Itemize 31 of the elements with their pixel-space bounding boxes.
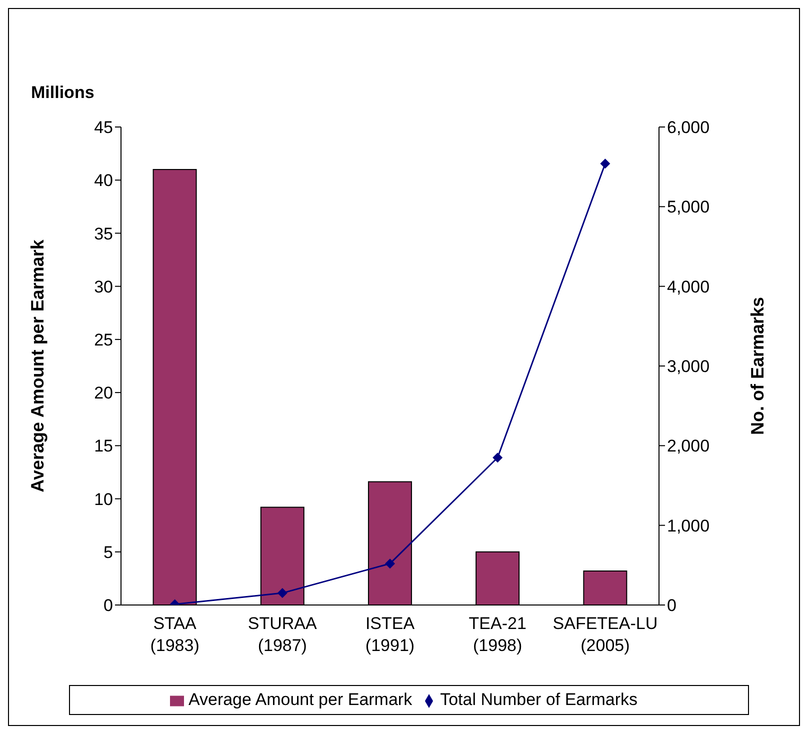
y-tick-label: 20 [94,384,113,403]
y2-tick-label: 2,000 [667,436,710,456]
y-tick-label: 35 [94,224,113,244]
point [492,452,503,463]
y2-axis-title: No. of Earmarks [747,296,768,436]
y2-tick-label: 0 [667,596,676,616]
y2-tick-label: 5,000 [667,198,710,217]
y-tick-label: 30 [94,277,113,296]
y2-tick-label: 1,000 [667,516,710,536]
x-tick-label: SAFETEA-LU (2005) [552,614,658,655]
y2-tick-label: 3,000 [667,357,710,376]
y-tick-label: 40 [94,171,113,190]
y2-tick-label: 6,000 [667,118,710,138]
y-tick-label: 45 [94,118,113,138]
point [600,158,610,169]
y2-tick-label: 4,000 [667,277,710,296]
y-axis-title: Average Amount per Earmark [27,238,48,492]
legend-label: Average Amount per Earmark [188,690,412,709]
point [385,558,395,569]
x-tick-label: STAA (1983) [150,614,200,655]
x-tick-label: STURAA (1987) [248,614,318,655]
x-tick-label: ISTEA (1991) [365,614,416,655]
y-tick-label: 5 [104,542,113,562]
text: Millions [31,83,94,103]
x-tick-label: TEA-21 (1998) [468,614,526,655]
legend-label: Total Number of Earmarks [440,690,638,709]
y-tick-label: 10 [94,490,113,509]
point [277,588,288,598]
y-tick-label: 15 [94,436,113,456]
y-tick-label: 0 [104,596,113,616]
y-tick-label: 25 [94,330,113,350]
